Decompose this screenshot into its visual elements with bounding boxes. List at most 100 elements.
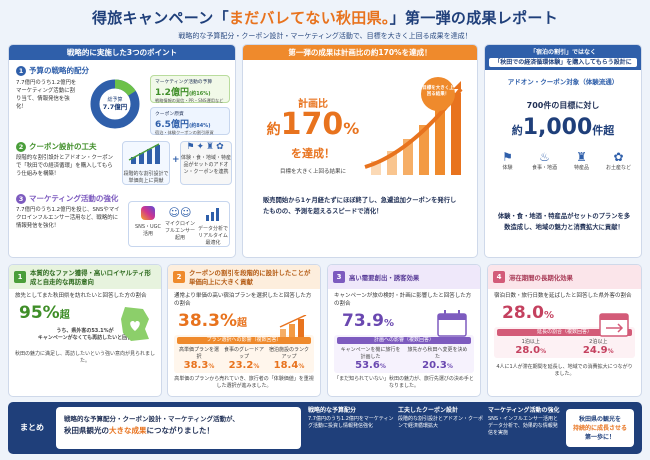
stay-stat-value: 24.9 (582, 345, 608, 356)
category-label: 食事・地酒 (531, 165, 557, 171)
report-header: 得旅キャンペーン「まだバレてない秋田県。」第一弾の成果レポート 戦略的な予算配分… (0, 0, 650, 40)
plan-stat-label: 食事のグレードアップ (223, 347, 264, 360)
result-ratio-card: 第一弾の成果は計画比の約170%を達成！ 計画比 約170% を達成！ 目標を大… (242, 44, 478, 258)
stay-stat-label: 2泊以上 (589, 339, 608, 345)
plan-stat-label: 旅先から秋田へ変更を決めた (407, 347, 468, 360)
result-value: 73.9 (342, 311, 384, 331)
report-subtitle: 戦略的な予算配分・クーポン設計・マーケティング活動で、目標を大きく上回る成果を達… (178, 32, 472, 40)
marketing-budget-note: 戦略情報の発信・PR・SNS運用など (155, 98, 224, 103)
category-label: お土産など (605, 165, 631, 171)
summary-message: 戦略的な予算配分・クーポン設計・マーケティング活動が、 秋田県観光の大きな成果に… (56, 407, 301, 449)
summary-line2-highlight: 大きな成果 (109, 426, 147, 435)
result-value-block: 28.0% (488, 303, 641, 323)
summary-item-text: 7.7億円のうち1.2億円をマーケティング活動に投資し情報発信強化 (308, 416, 394, 429)
tiered-discount-caption: 段階的な割引設計で単価向上に貢献 (123, 171, 169, 184)
report-title: 得旅キャンペーン「まだバレてない秋田県。」第一弾の成果レポート (91, 9, 559, 27)
result-number: 3 (333, 271, 345, 283)
coupon-budget-note: 宿泊・体験クーポンの割引原資 (155, 130, 214, 135)
plan-impact-title: 計画への影響（複数回答） (337, 337, 471, 344)
sns-method: SNS・UGC活用 (133, 206, 163, 237)
result-desc: 宿泊日数・旅行日数を延ばしたと回答した県外客の割合 (494, 293, 632, 299)
budget-donut-chart: 総予算 7.7億円 (90, 79, 140, 129)
influencer-method: ☺☺ マイクロインフルエンサー起用 (165, 206, 195, 241)
summary-bar: まとめ 戦略的な予算配分・クーポン設計・マーケティング活動が、 秋田県観光の大き… (8, 402, 642, 454)
addon-target-text: 700件の目標に対し (526, 101, 600, 110)
category-label: 特産品 (573, 165, 589, 171)
plan-stat: 旅先から秋田へ変更を決めた 20.3% (408, 346, 468, 371)
addon-categories: ⚑ 体験 ♨ 食事・地酒 ♜ 特産品 ✿ お土産など (489, 150, 637, 171)
result-heading: 滞在期間の長期化効果 (509, 273, 573, 282)
point-text: 段階的な割引設計とアドオン・クーポンで「秋田での経済循環」を購入してもらう仕組み… (16, 155, 114, 177)
donut-label: 総予算 (107, 96, 122, 103)
result-value-block: 95%超 (9, 303, 161, 323)
result-prefix: 約 (511, 124, 523, 137)
result-card-header: 2 クーポンの割引を段階的に設計したことが単価向上に大きく貢献 (168, 265, 320, 289)
akita-map-icon (121, 307, 149, 341)
point-heading: 予算の戦略的配分 (29, 66, 89, 75)
stay-stat-unit: % (607, 348, 614, 355)
donut-marketing-share (90, 79, 140, 129)
result-unit: % (543, 310, 554, 321)
calendar-extend-icon (599, 313, 629, 337)
result-foot: 秋田の魅力に満足し、再訪したいという強い意向が見られました。 (15, 351, 156, 364)
summary-final-line1: 秋田県の観光を (578, 416, 621, 423)
result-card-demand: 3 高い需要創出・誘客効果 キャンペーンが旅の検討・計画に影響したと回答した方の割… (327, 264, 481, 397)
result-number: 1 (14, 271, 26, 283)
result-desc: 通常より単価の高い宿泊プランを選択したと回答した方の割合 (174, 293, 312, 307)
category-food: ♨ 食事・地酒 (529, 150, 561, 171)
influencer-method-label: マイクロインフルエンサー起用 (165, 221, 196, 241)
result-value-block: 38.3%超 (168, 311, 320, 331)
result-number: 4 (493, 271, 505, 283)
result-value: 28.0 (502, 303, 544, 323)
plan-stat: キャンペーンを機に旅行を計画した 53.6% (341, 346, 401, 371)
instagram-icon (141, 206, 155, 220)
plan-stat-value: 38.3 (183, 360, 209, 371)
summary-item-title: 工夫したクーポン設計 (398, 407, 459, 414)
ratio-unit: % (343, 119, 360, 138)
summary-item-text: 段階的な割引設計とアドオン・クーポンで経済循環拡大 (398, 416, 484, 429)
summary-final-line3: 第一歩に！ (584, 434, 615, 441)
result-note-line2: キャンペーンがなくても再訪したいと回答 (37, 335, 133, 341)
stay-stat-unit: % (540, 348, 547, 355)
stay-stat-value: 28.0 (515, 345, 541, 356)
category-souvenir: ✿ お土産など (603, 150, 635, 171)
plan-impact-box: 計画への影響（複数回答） キャンペーンを機に旅行を計画した 53.6% 旅先から秋… (334, 335, 474, 373)
bar-chart-icon (206, 208, 219, 221)
stay-extension-title: 延長の割合（複数回答） (497, 329, 632, 336)
plan-impact-title: プラン選択への影響（複数回答） (177, 337, 311, 344)
plan-impact-box: プラン選択への影響（複数回答） 高単価プランを選択 38.3% 食事のグレードアッ… (174, 335, 314, 373)
gift-icon: ✿ (613, 150, 624, 164)
point-coupon-design: 2 クーポン設計の工夫 段階的な割引設計とアドオン・クーポンで「秋田での経済循環」… (16, 141, 232, 185)
marketing-budget-value: 1.2億円 (155, 88, 189, 98)
addon-coupon-box: ⚑✦♜✿ 体験・食・地域・特産品がセットのアドオン・クーポンを連携 (180, 141, 232, 185)
summary-final-line2: 持続的に成長させる (572, 425, 627, 432)
strategy-points-card: 戦略的に実施した3つのポイント 1 予算の戦略的配分 7.7億円のうち1.2億円を… (8, 44, 236, 258)
category-experience: ⚑ 体験 (492, 150, 524, 171)
coupon-budget-pct: (約84%) (188, 123, 211, 129)
summary-item-marketing: マーケティング活動の強化 SNS・インフルエンサー活用とデータ分析で、効果的な情報… (488, 407, 562, 449)
growth-chart-illustration (364, 81, 463, 175)
summary-final-box: 秋田県の観光を 持続的に成長させる 第一歩に！ (566, 409, 634, 447)
ratio-block: 計画比 約170% を達成！ 目標を大きく上回る結果に (263, 95, 363, 175)
coupon-budget-value: 6.5億円 (155, 120, 189, 130)
stay-stat: 2泊以上 24.9% (568, 338, 628, 356)
bottle-icon: ♜ (576, 150, 587, 164)
upward-bars-icon (279, 315, 307, 337)
result-heading: クーポンの割引を段階的に設計したことが単価向上に大きく貢献 (189, 269, 311, 286)
plan-stat-value: 53.6 (355, 360, 380, 371)
plan-stat: 宿泊施設のランクアップ 18.4% (267, 346, 311, 371)
plan-stat-unit: % (298, 363, 305, 370)
hiker-icon: ⚑ (502, 150, 513, 164)
summary-line2c: につながりました！ (146, 426, 215, 435)
summary-item-text: SNS・インフルエンサー活用とデータ分析で、効果的な情報発信を実施 (488, 416, 558, 436)
summary-item-title: マーケティング活動の強化 (488, 407, 560, 414)
plan-stat: 食事のグレードアップ 23.2% (222, 346, 266, 371)
analytics-method-label: データ分析でリアルタイム最適化 (197, 226, 228, 246)
ratio-prefix: 約 (266, 122, 281, 138)
marketing-budget-label: マーケティング活動の予算 (155, 80, 213, 85)
plan-stat-unit: % (379, 363, 386, 370)
people-icon: ☺☺ (168, 206, 192, 219)
plan-stat-value: 20.3 (422, 360, 447, 371)
plan-stat: 高単価プランを選択 38.3% (177, 346, 221, 371)
result-suffix: 超 (59, 310, 70, 321)
